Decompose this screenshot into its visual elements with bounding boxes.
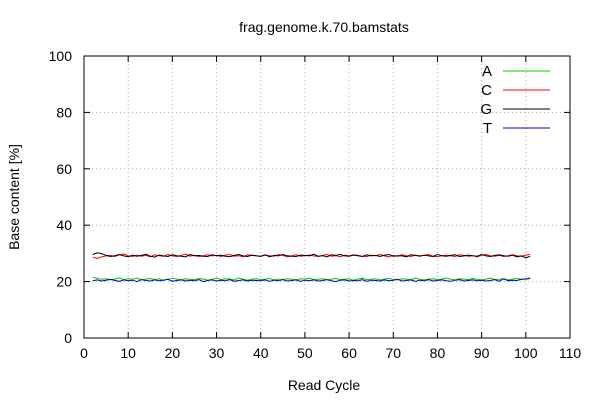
series-lines [92,252,531,283]
x-tick-label: 60 [341,345,357,361]
axis-ticks: 0 10 20 30 40 50 60 70 80 90 100 110 0 20 40 60 80 100 [49,48,582,361]
x-tick-label: 30 [209,345,225,361]
x-tick-label: 0 [80,345,88,361]
y-axis-label: Base content [%] [6,144,22,250]
legend-label-c: C [481,82,492,99]
series-line-t [92,278,531,283]
series-line-a [92,276,531,281]
y-tick-label: 60 [56,161,72,177]
x-tick-label: 70 [385,345,401,361]
x-tick-label: 110 [559,345,582,361]
x-tick-label: 80 [430,345,446,361]
chart-title: frag.genome.k.70.bamstats [239,19,409,35]
legend-label-g: G [480,101,492,118]
plot-frame [83,55,571,339]
series-line-g [92,252,531,259]
legend-label-a: A [482,63,492,80]
x-tick-label: 100 [514,345,538,361]
x-tick-label: 10 [120,345,136,361]
legend-label-t: T [483,120,492,137]
x-tick-label: 50 [297,345,313,361]
x-tick-label: 90 [474,345,490,361]
y-tick-label: 80 [56,104,72,120]
y-tick-label: 40 [56,217,72,233]
y-tick-label: 20 [56,274,72,290]
x-tick-label: 40 [253,345,269,361]
y-tick-label: 0 [64,330,72,346]
grid-lines [84,56,570,338]
x-tick-label: 20 [165,345,181,361]
y-tick-label: 100 [49,48,73,64]
x-axis-label: Read Cycle [288,377,361,393]
